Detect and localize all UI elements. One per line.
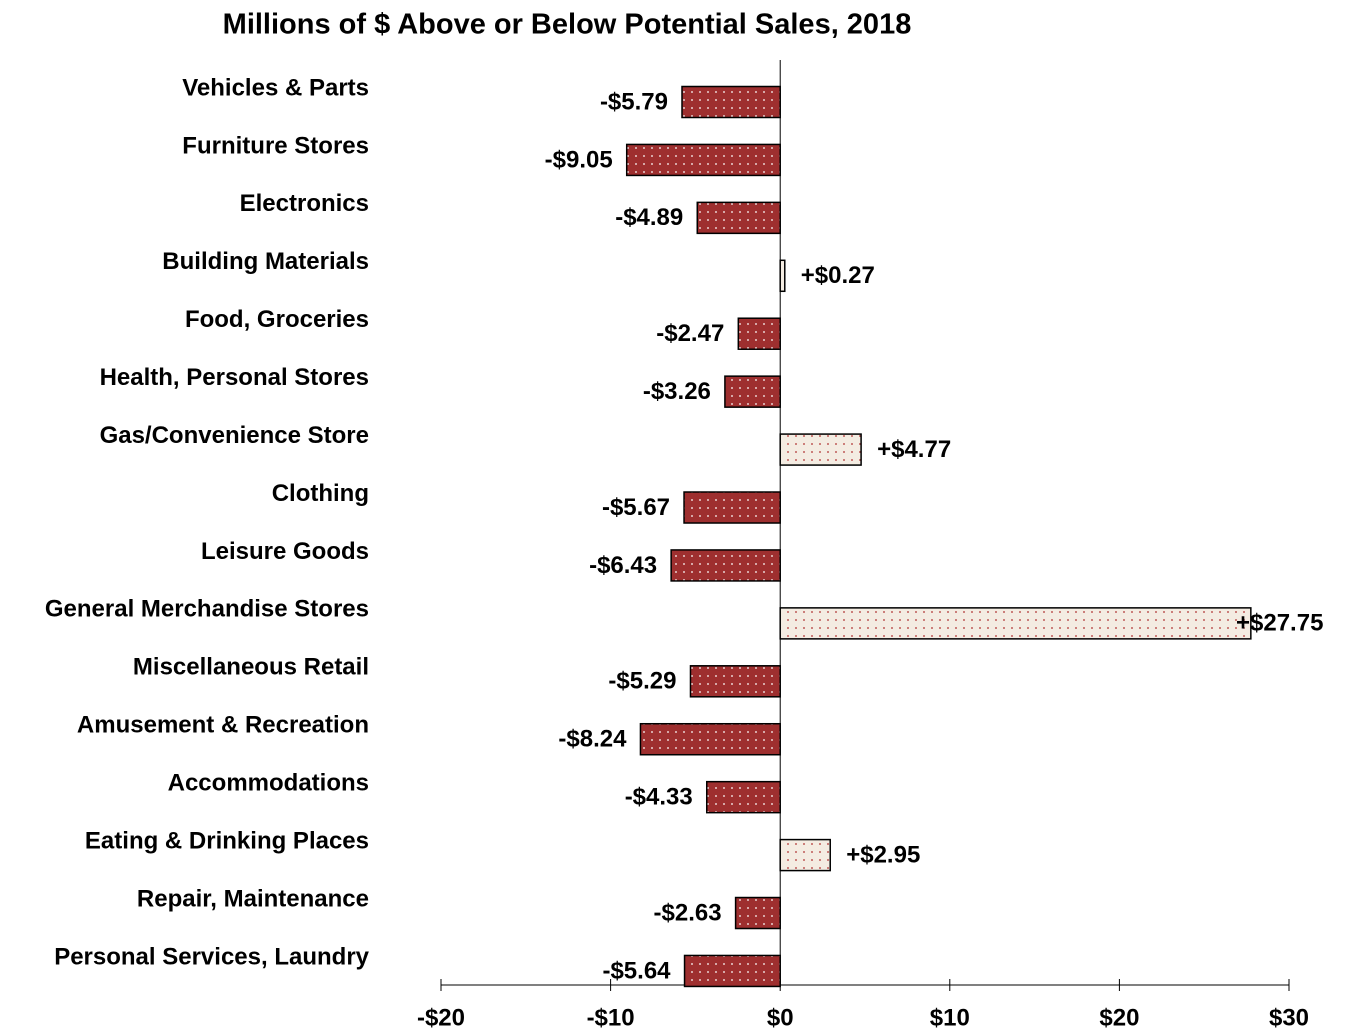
value-label: +$0.27 (801, 262, 875, 289)
category-label: Food, Groceries (185, 306, 369, 333)
category-label: Furniture Stores (182, 132, 369, 159)
category-label: Accommodations (168, 770, 369, 797)
value-label: +$2.95 (846, 841, 920, 868)
bar (734, 896, 781, 930)
value-label: -$8.24 (558, 726, 627, 753)
category-label: Clothing (272, 480, 369, 507)
value-label: +$27.75 (1236, 610, 1323, 637)
x-tick-label: $0 (767, 1004, 794, 1031)
value-label: -$4.33 (625, 784, 693, 811)
bar (779, 433, 862, 466)
value-label: -$2.47 (656, 320, 724, 347)
bar (681, 85, 781, 119)
category-label: Personal Services, Laundry (54, 943, 369, 970)
bar (779, 838, 831, 872)
category-label: Amusement & Recreation (77, 712, 369, 739)
x-tick-label: -$10 (587, 1004, 635, 1031)
value-label: -$9.05 (545, 146, 613, 173)
bar (683, 954, 781, 988)
category-label: Health, Personal Stores (100, 364, 369, 391)
category-label: General Merchandise Stores (45, 596, 369, 623)
bar (696, 201, 781, 235)
value-label: -$4.89 (615, 204, 683, 231)
chart-title: Millions of $ Above or Below Potential S… (223, 9, 912, 41)
bar (683, 491, 781, 524)
value-label: +$4.77 (877, 436, 951, 463)
category-label: Leisure Goods (201, 538, 369, 565)
bar (625, 143, 781, 177)
value-label: -$6.43 (589, 552, 657, 579)
category-label: Vehicles & Parts (182, 74, 369, 101)
x-tick-label: $30 (1269, 1004, 1309, 1031)
category-label: Building Materials (162, 248, 369, 275)
category-label: Gas/Convenience Store (100, 422, 369, 449)
bar (639, 722, 781, 756)
bar (724, 375, 781, 408)
bar (689, 665, 781, 698)
category-label: Electronics (240, 190, 369, 217)
bar (670, 549, 781, 582)
x-tick-label: -$20 (417, 1004, 465, 1031)
value-label: -$5.64 (602, 957, 671, 984)
value-label: -$5.79 (600, 88, 668, 115)
value-label: -$3.26 (643, 378, 711, 405)
x-tick-label: $10 (930, 1004, 970, 1031)
value-label: -$2.63 (654, 899, 722, 926)
category-label: Repair, Maintenance (137, 885, 369, 912)
category-label: Miscellaneous Retail (133, 654, 369, 681)
category-label: Eating & Drinking Places (85, 827, 369, 854)
bar (737, 317, 781, 350)
value-label: -$5.29 (608, 668, 676, 695)
x-tick-label: $20 (1099, 1004, 1139, 1031)
bar (706, 780, 781, 814)
bar (779, 607, 1252, 640)
bar (779, 259, 786, 293)
value-label: -$5.67 (602, 494, 670, 521)
